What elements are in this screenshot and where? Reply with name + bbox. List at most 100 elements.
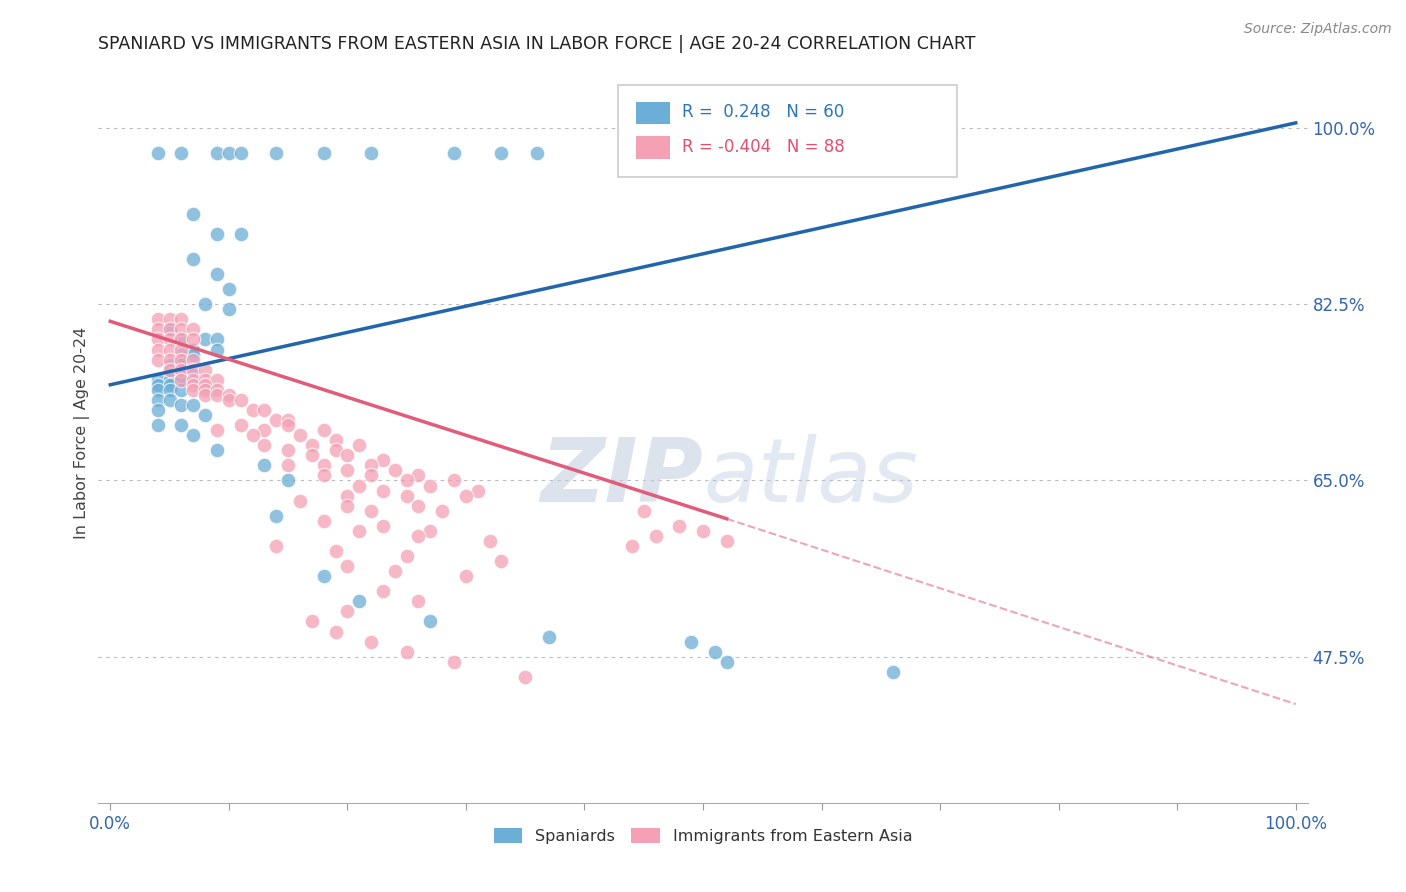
Point — [419, 478, 441, 492]
Point — [264, 413, 287, 427]
Point — [312, 458, 335, 473]
Point — [288, 493, 311, 508]
Point — [491, 146, 513, 161]
Point — [277, 418, 299, 433]
Point — [170, 146, 193, 161]
Point — [146, 343, 169, 357]
Point — [395, 645, 418, 659]
Point — [159, 322, 181, 336]
Point — [205, 373, 228, 387]
Point — [336, 499, 359, 513]
Point — [408, 529, 430, 543]
Point — [360, 504, 382, 518]
Text: ZIP: ZIP — [540, 434, 703, 521]
Point — [253, 403, 276, 417]
Point — [408, 594, 430, 608]
Point — [491, 554, 513, 568]
Point — [146, 322, 169, 336]
Point — [277, 458, 299, 473]
Point — [371, 518, 394, 533]
Point — [170, 347, 193, 361]
Point — [301, 448, 323, 462]
Point — [159, 343, 181, 357]
Point — [146, 373, 169, 387]
Point — [159, 377, 181, 392]
Point — [515, 670, 537, 684]
Point — [360, 634, 382, 648]
Point — [336, 559, 359, 574]
FancyBboxPatch shape — [619, 85, 957, 178]
Point — [882, 665, 904, 679]
Point — [229, 418, 252, 433]
Point — [242, 403, 264, 417]
Point — [194, 388, 217, 402]
Point — [181, 383, 204, 397]
Point — [229, 392, 252, 407]
Point — [170, 368, 193, 382]
Point — [159, 383, 181, 397]
Point — [194, 377, 217, 392]
Point — [194, 333, 217, 347]
Point — [170, 358, 193, 372]
Y-axis label: In Labor Force | Age 20-24: In Labor Force | Age 20-24 — [75, 326, 90, 539]
Point — [159, 352, 181, 367]
Point — [633, 504, 655, 518]
Point — [264, 539, 287, 553]
Text: atlas: atlas — [703, 434, 918, 520]
Point — [681, 634, 703, 648]
Point — [159, 368, 181, 382]
Point — [146, 352, 169, 367]
Point — [159, 373, 181, 387]
Point — [277, 474, 299, 488]
Point — [146, 403, 169, 417]
Point — [181, 373, 204, 387]
Point — [288, 428, 311, 442]
Point — [347, 478, 370, 492]
Point — [194, 373, 217, 387]
Point — [692, 524, 714, 538]
Point — [194, 408, 217, 422]
Point — [395, 549, 418, 563]
Point — [194, 362, 217, 376]
Point — [205, 267, 228, 281]
Point — [325, 544, 347, 558]
Point — [703, 645, 725, 659]
Point — [467, 483, 489, 498]
Point — [181, 333, 204, 347]
Text: SPANIARD VS IMMIGRANTS FROM EASTERN ASIA IN LABOR FORCE | AGE 20-24 CORRELATION : SPANIARD VS IMMIGRANTS FROM EASTERN ASIA… — [98, 35, 976, 53]
Point — [159, 358, 181, 372]
Point — [205, 227, 228, 241]
Point — [347, 438, 370, 452]
Point — [301, 615, 323, 629]
Point — [205, 443, 228, 458]
Point — [170, 312, 193, 326]
Point — [478, 533, 501, 548]
Point — [170, 362, 193, 376]
Point — [408, 499, 430, 513]
Point — [454, 489, 477, 503]
Point — [537, 630, 560, 644]
Point — [170, 373, 193, 387]
Point — [159, 392, 181, 407]
Point — [146, 383, 169, 397]
Point — [336, 604, 359, 618]
Legend: Spaniards, Immigrants from Eastern Asia: Spaniards, Immigrants from Eastern Asia — [488, 822, 918, 850]
Point — [181, 398, 204, 412]
Point — [644, 529, 666, 543]
FancyBboxPatch shape — [637, 136, 671, 159]
Point — [336, 489, 359, 503]
Point — [277, 443, 299, 458]
Point — [620, 539, 643, 553]
Point — [229, 146, 252, 161]
Point — [205, 343, 228, 357]
Point — [443, 146, 465, 161]
Point — [218, 302, 240, 317]
Point — [170, 398, 193, 412]
Point — [312, 146, 335, 161]
Point — [146, 333, 169, 347]
Point — [336, 448, 359, 462]
Point — [264, 508, 287, 523]
Point — [205, 383, 228, 397]
Point — [371, 453, 394, 467]
Point — [325, 443, 347, 458]
